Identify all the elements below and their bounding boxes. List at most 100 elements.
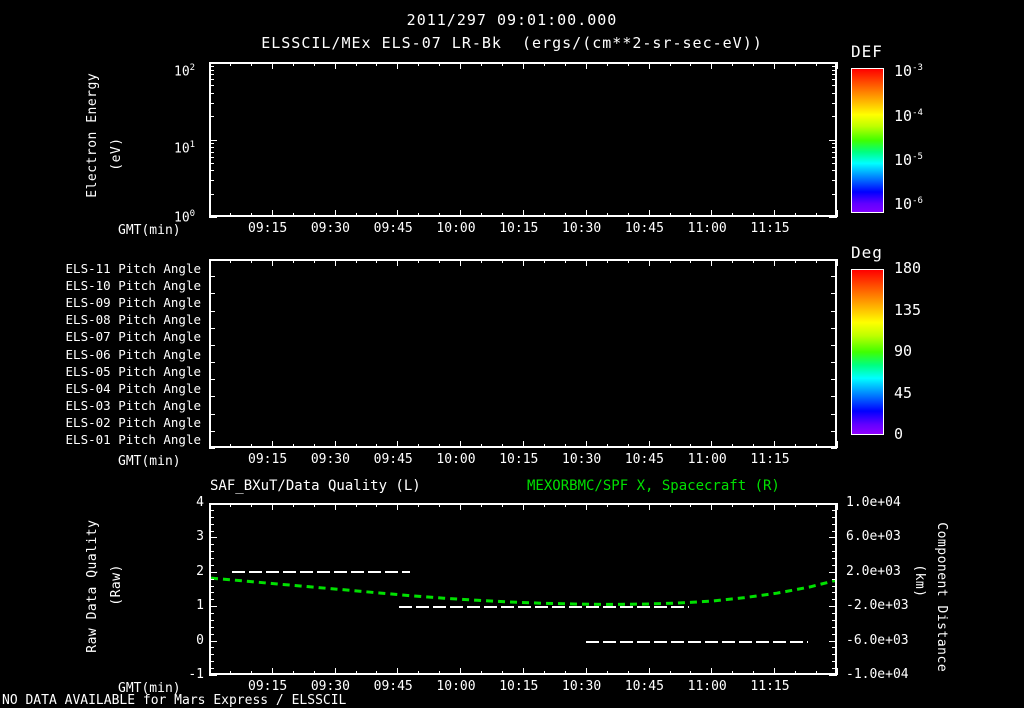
tick-mark (690, 444, 692, 448)
pitch-angle-plot-area[interactable] (209, 259, 837, 448)
tick-mark (816, 503, 818, 507)
tick-mark (732, 671, 734, 675)
tick-mark (355, 671, 357, 675)
tick-mark (523, 503, 524, 510)
tick-mark (313, 259, 315, 263)
panel2-xaxis-label: GMT(min) (118, 454, 181, 469)
panel3-xtick: 09:15 (248, 679, 288, 694)
tick-mark (585, 62, 587, 69)
tick-mark (523, 259, 524, 266)
colorbar-deg-label: 0 (894, 425, 904, 443)
tick-mark (523, 62, 524, 69)
tick-mark (376, 671, 378, 675)
tick-mark (376, 444, 378, 448)
tick-mark (832, 613, 837, 615)
tick-mark (543, 213, 545, 217)
tick-mark (209, 441, 210, 448)
pitch-angle-row-label: ELS-09 Pitch Angle (65, 294, 201, 310)
tick-mark (355, 213, 357, 217)
panel3-legend-right: MEXORBMC/SPF X, Spacecraft (R) (527, 478, 780, 494)
tick-mark (229, 671, 231, 675)
tick-mark (355, 62, 357, 66)
tick-mark (209, 640, 217, 642)
tick-mark (334, 441, 336, 448)
tick-mark (209, 79, 214, 81)
tick-mark (313, 62, 315, 66)
tick-mark (250, 259, 252, 263)
tick-mark (543, 671, 545, 675)
tick-mark (209, 633, 214, 635)
tick-mark (209, 62, 217, 63)
tick-mark (831, 430, 837, 432)
tick-mark (460, 210, 462, 217)
tick-mark (209, 143, 214, 145)
tick-mark (795, 444, 797, 448)
colorbar-def-label-1: 10-3 (894, 62, 923, 80)
tick-mark (832, 143, 837, 145)
tick-mark (690, 671, 692, 675)
tick-mark (250, 62, 252, 66)
tick-mark (209, 293, 215, 295)
tick-mark (831, 327, 837, 329)
tick-mark (732, 213, 734, 217)
tick-mark (585, 259, 587, 266)
tick-mark (832, 668, 837, 670)
pitch-angle-row-label: ELS-10 Pitch Angle (65, 277, 201, 293)
panel1-xtick: 09:30 (310, 221, 350, 236)
panel2-xtick: 09:45 (373, 452, 413, 467)
data-quality-plot-area[interactable] (209, 503, 837, 675)
tick-mark (209, 396, 215, 398)
tick-mark (832, 654, 837, 656)
tick-mark (481, 213, 483, 217)
tick-mark (564, 444, 566, 448)
electron-energy-plot-area[interactable] (209, 62, 837, 217)
tick-mark (209, 606, 217, 608)
panel3-xtick: 10:15 (499, 679, 539, 694)
panel2-xtick: 09:30 (310, 452, 350, 467)
tick-mark (832, 147, 837, 148)
tick-mark (292, 444, 294, 448)
tick-mark (829, 640, 837, 642)
panel2-xtick: 11:00 (687, 452, 727, 467)
pitch-angle-row-label: ELS-01 Pitch Angle (65, 432, 201, 448)
tick-mark (832, 661, 837, 663)
tick-mark (831, 259, 837, 260)
tick-mark (831, 293, 837, 295)
tick-mark (732, 259, 734, 263)
tick-mark (816, 444, 818, 448)
tick-mark (271, 441, 273, 448)
tick-mark (627, 444, 629, 448)
tick-mark (690, 259, 692, 263)
tick-mark (313, 503, 315, 507)
tick-mark (832, 102, 837, 104)
tick-mark (209, 147, 214, 148)
panel3-legend-left: SAF_BXuT/Data Quality (L) (210, 478, 421, 494)
pitch-angle-row-label: ELS-02 Pitch Angle (65, 415, 201, 431)
tick-mark (209, 448, 215, 449)
tick-mark (795, 671, 797, 675)
colorbar-def[interactable] (851, 68, 884, 213)
tick-mark (832, 116, 837, 118)
tick-mark (832, 516, 837, 518)
pitch-angle-row-label: ELS-11 Pitch Angle (65, 260, 201, 276)
tick-mark (481, 444, 483, 448)
colorbar-def-title: DEF (851, 42, 883, 61)
colorbar-deg[interactable] (851, 269, 884, 435)
tick-mark (585, 441, 587, 448)
tick-mark (418, 62, 420, 66)
tick-mark (774, 259, 776, 266)
tick-mark (774, 441, 776, 448)
tick-mark (837, 668, 838, 675)
tick-mark (832, 92, 837, 94)
tick-mark (795, 213, 797, 217)
tick-mark (831, 310, 837, 312)
tick-mark (523, 210, 524, 217)
panel1-xtick: 10:45 (624, 221, 664, 236)
tick-mark (209, 585, 214, 587)
panel2-xtick: 10:30 (562, 452, 602, 467)
panel3-xtick: 09:30 (310, 679, 350, 694)
tick-mark (585, 503, 587, 510)
tick-mark (829, 503, 837, 504)
tick-mark (832, 65, 837, 67)
tick-mark (209, 310, 215, 312)
